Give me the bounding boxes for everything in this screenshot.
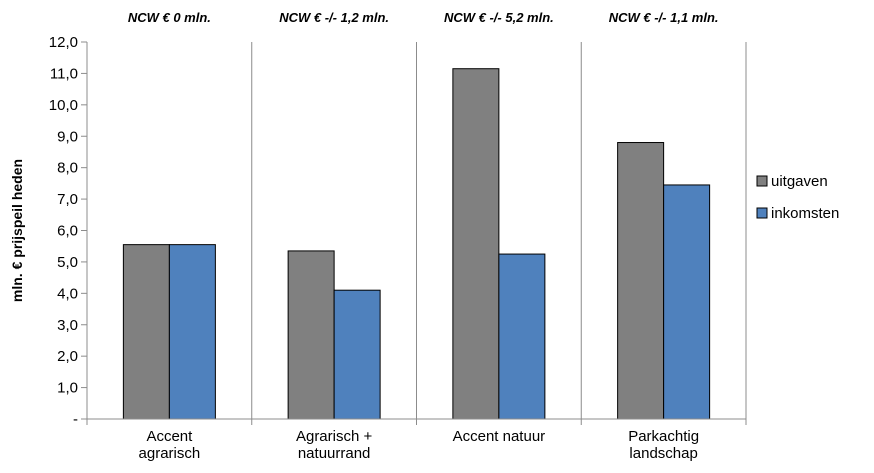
y-tick-label: 7,0	[57, 191, 78, 208]
x-category-label: agrarisch	[139, 445, 201, 462]
x-category-label: Accent	[146, 428, 193, 445]
ncw-annotation: NCW € -/- 1,1 mln.	[609, 10, 719, 25]
bar-uitgaven-1	[288, 251, 334, 419]
y-tick-label: 12,0	[49, 34, 78, 51]
y-tick-label: 11,0	[50, 65, 78, 82]
y-tick-label: 2,0	[57, 348, 78, 365]
ncw-annotation: NCW € -/- 1,2 mln.	[279, 10, 389, 25]
legend-swatch-inkomsten	[757, 208, 767, 218]
y-tick-label: 5,0	[57, 254, 78, 271]
x-category-label: natuurrand	[298, 445, 371, 462]
y-tick-label: -	[73, 411, 78, 428]
bar-inkomsten-2	[499, 254, 545, 419]
y-tick-label: 1,0	[57, 380, 78, 397]
bar-inkomsten-0	[169, 245, 215, 419]
legend: uitgaven inkomsten	[757, 173, 839, 222]
y-tick-label: 8,0	[57, 160, 78, 177]
bar-uitgaven-2	[453, 69, 499, 419]
ncw-annotation: NCW € -/- 5,2 mln.	[444, 10, 554, 25]
legend-label-inkomsten: inkomsten	[771, 205, 839, 222]
y-axis-label: mln. € prijspeil heden	[9, 159, 25, 302]
y-tick-labels: - 1,0 2,0 3,0 4,0 5,0 6,0 7,0 8,0 9,0 10,0 11,0 12,0	[49, 34, 78, 428]
legend-label-uitgaven: uitgaven	[771, 173, 828, 190]
x-category-label: landschap	[629, 445, 697, 462]
x-category-label: Parkachtig	[628, 428, 699, 445]
y-tick-label: 3,0	[57, 317, 78, 334]
x-category-label: Agrarisch +	[296, 428, 373, 445]
ncw-annotation: NCW € 0 mln.	[128, 10, 211, 25]
bar-uitgaven-0	[123, 245, 169, 419]
legend-swatch-uitgaven	[757, 176, 767, 186]
bar-inkomsten-1	[334, 290, 380, 419]
y-tick-label: 9,0	[57, 128, 78, 145]
y-tick-label: 10,0	[49, 97, 78, 114]
bar-inkomsten-3	[664, 185, 710, 419]
ncw-annotations: NCW € 0 mln. NCW € -/- 1,2 mln. NCW € -/- …	[128, 10, 719, 25]
y-tick-label: 6,0	[57, 223, 78, 240]
bar-uitgaven-3	[618, 143, 664, 419]
x-category-label: Accent natuur	[453, 428, 546, 445]
y-tick-label: 4,0	[57, 285, 78, 302]
